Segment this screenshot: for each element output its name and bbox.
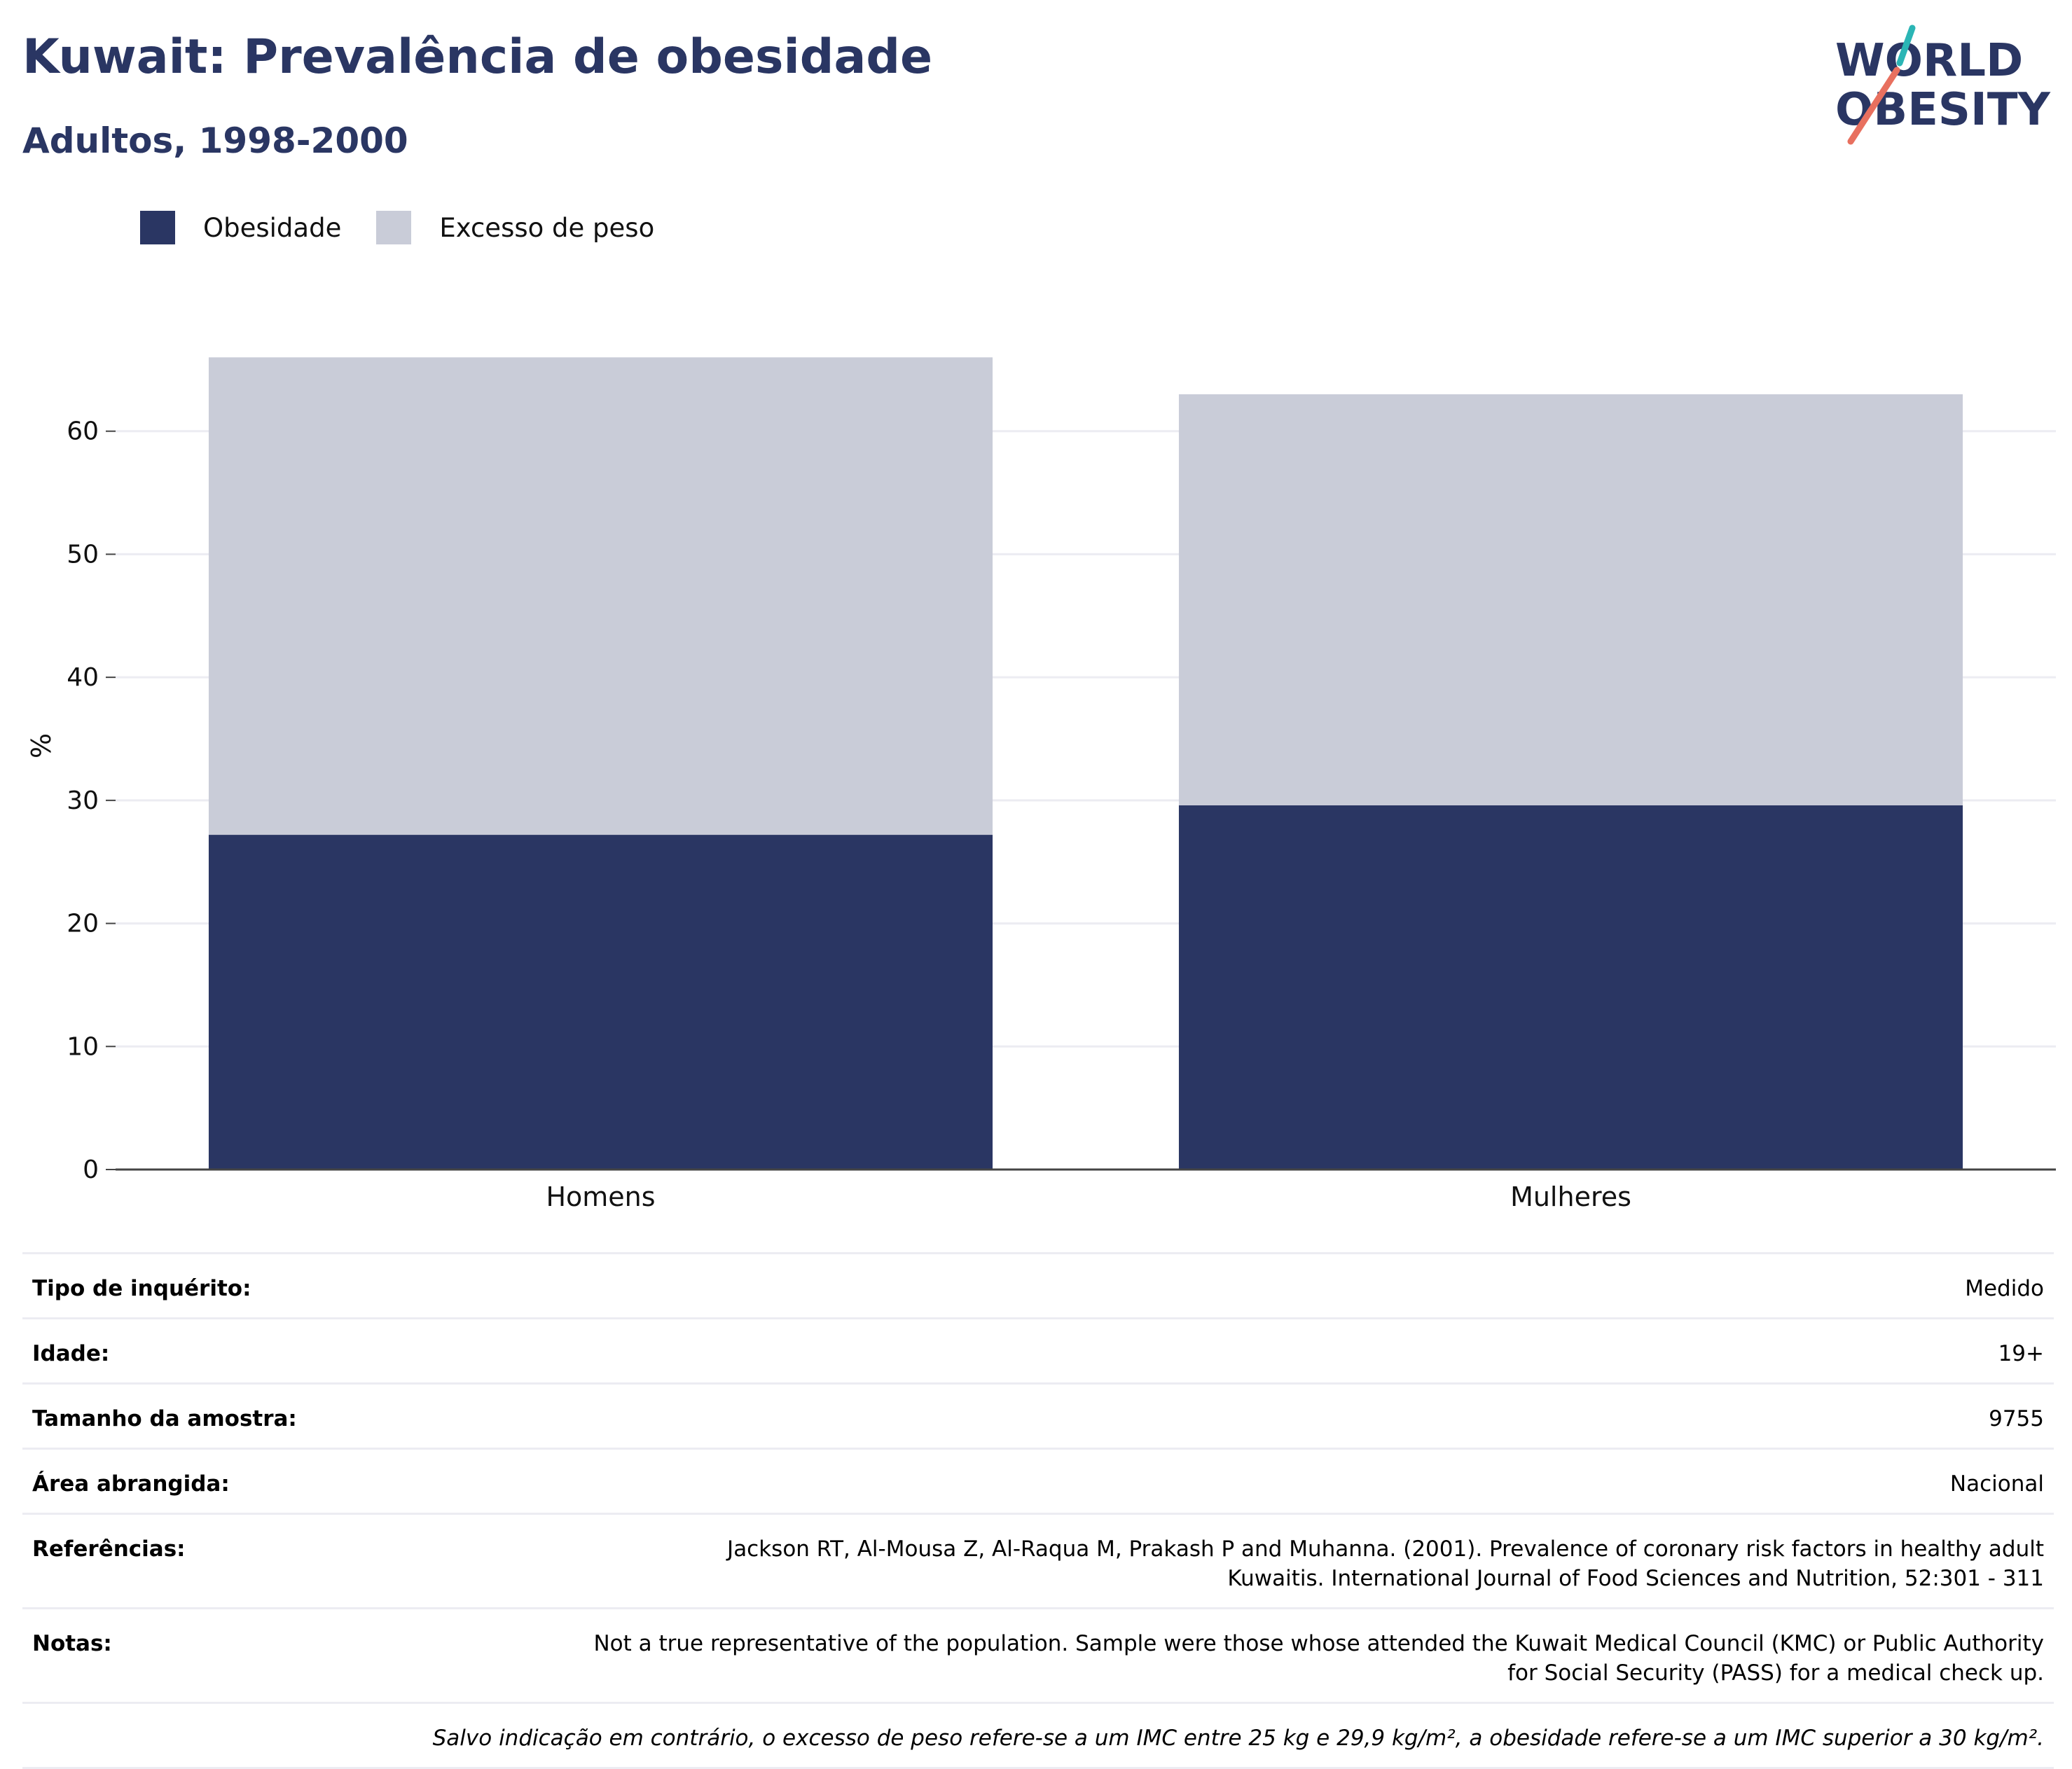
y-tick-label: 50 — [67, 540, 99, 569]
y-tick-label: 10 — [67, 1032, 99, 1061]
info-value: Not a true representative of the populat… — [593, 1631, 2044, 1686]
page-title: Kuwait: Prevalência de obesidade — [22, 29, 933, 85]
legend-label-obesity: Obesidade — [203, 212, 342, 243]
info-value: Jackson RT, Al-Mousa Z, Al-Raqua M, Prak… — [727, 1536, 2044, 1591]
y-tick-label: 0 — [83, 1156, 99, 1184]
x-category-label: Homens — [546, 1181, 655, 1212]
y-tick-label: 20 — [67, 910, 99, 938]
chart-legend: Obesidade Excesso de peso — [140, 207, 689, 249]
info-row-references: Referências: Jackson RT, Al-Mousa Z, Al-… — [22, 1515, 2054, 1609]
info-label: Tamanho da amostra: — [32, 1406, 297, 1431]
x-category-label: Mulheres — [1510, 1181, 1631, 1212]
y-axis-label: % — [26, 733, 57, 758]
legend-item-overweight[interactable]: Excesso de peso — [376, 211, 654, 244]
bar-chart: 0 10 20 30 40 50 60% Homens Mulheres — [26, 357, 2056, 1212]
info-value: Medido — [1965, 1276, 2044, 1301]
info-row-age: Idade: 19+ — [22, 1319, 2054, 1385]
logo-slash-teal — [1896, 25, 1916, 67]
legend-swatch-obesity — [140, 211, 175, 244]
info-row-sample-size: Tamanho da amostra: 9755 — [22, 1385, 2054, 1450]
info-label: Notas: — [32, 1631, 112, 1656]
info-row-survey-type: Tipo de inquérito: Medido — [22, 1254, 2054, 1319]
info-row-area: Área abrangida: Nacional — [22, 1450, 2054, 1515]
info-label: Idade: — [32, 1341, 110, 1366]
bar-overweight-mulheres — [1178, 394, 1963, 805]
legend-swatch-overweight — [376, 211, 412, 244]
info-value: Nacional — [1949, 1471, 2044, 1497]
page-subtitle: Adultos, 1998-2000 — [22, 120, 408, 161]
footnote-text: Salvo indicação em contrário, o excesso … — [432, 1726, 2044, 1751]
info-label: Referências: — [32, 1536, 186, 1562]
info-value: 9755 — [1989, 1406, 2044, 1431]
logo-text-world: WORLD — [1835, 35, 2023, 87]
bar-obesity-homens — [208, 835, 993, 1170]
info-label: Área abrangida: — [32, 1471, 230, 1497]
info-label: Tipo de inquérito: — [32, 1276, 251, 1301]
legend-label-overweight: Excesso de peso — [439, 212, 655, 243]
y-tick-label: 60 — [67, 417, 99, 446]
legend-item-obesity[interactable]: Obesidade — [140, 211, 341, 244]
bar-obesity-mulheres — [1178, 805, 1963, 1170]
info-row-footnote: Salvo indicação em contrário, o excesso … — [22, 1704, 2054, 1769]
y-tick-label: 30 — [67, 786, 99, 815]
bar-overweight-homens — [208, 357, 993, 835]
info-row-notes: Notas: Not a true representative of the … — [22, 1609, 2054, 1704]
world-obesity-logo: WORLD OBESITY — [1835, 25, 2050, 145]
info-table: Tipo de inquérito: Medido Idade: 19+ Tam… — [22, 1252, 2054, 1769]
y-tick-label: 40 — [67, 663, 99, 692]
logo-slash-coral — [1847, 67, 1900, 145]
info-value: 19+ — [1998, 1341, 2044, 1366]
